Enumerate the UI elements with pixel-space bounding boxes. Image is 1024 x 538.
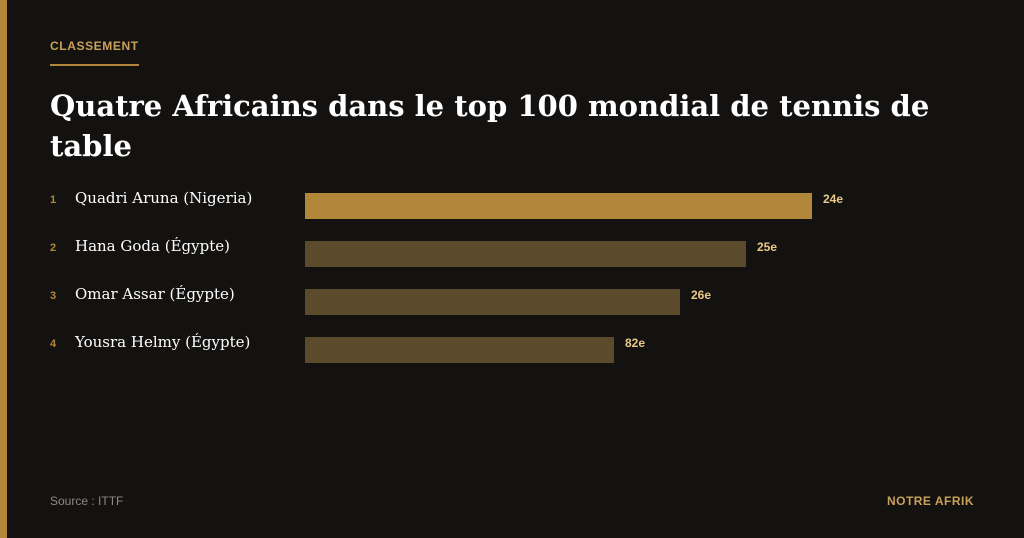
data-label: 24e xyxy=(823,192,843,206)
eyebrow-underline xyxy=(50,64,139,66)
bar xyxy=(305,193,812,219)
rank-number: 4 xyxy=(50,338,57,350)
data-label: 26e xyxy=(691,288,711,302)
rank-number: 1 xyxy=(50,194,56,206)
category-label: Yousra Helmy (Égypte) xyxy=(74,333,250,351)
rank-number: 2 xyxy=(50,242,56,254)
category-label: Hana Goda (Égypte) xyxy=(75,237,230,255)
category-label: Omar Assar (Égypte) xyxy=(75,285,235,303)
accent-stripe xyxy=(0,0,7,538)
bar xyxy=(305,289,680,315)
chart-title: Quatre Africains dans le top 100 mondial… xyxy=(50,89,930,163)
rank-number: 3 xyxy=(50,290,56,302)
bar xyxy=(305,337,614,363)
source-note: Source : ITTF xyxy=(50,494,124,508)
data-label: 25e xyxy=(757,240,777,254)
bar xyxy=(305,241,746,267)
eyebrow-label: CLASSEMENT xyxy=(50,39,139,53)
data-label: 82e xyxy=(625,336,645,350)
category-label: Quadri Aruna (Nigeria) xyxy=(75,189,252,207)
brand-logo: NOTRE AFRIK xyxy=(886,494,974,508)
